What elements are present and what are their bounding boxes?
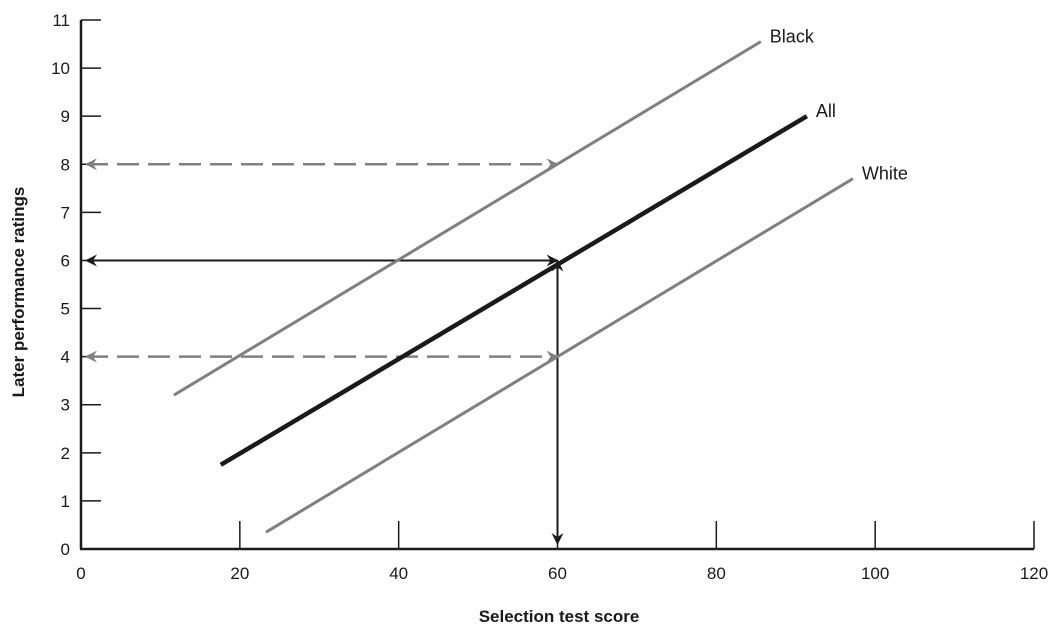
series-label-white: White — [862, 164, 908, 184]
x-tick-label: 40 — [389, 564, 408, 583]
y-tick-label: 2 — [61, 444, 70, 463]
y-tick-label: 11 — [52, 11, 70, 30]
series-line-white — [265, 177, 854, 534]
y-tick-label: 4 — [61, 348, 70, 367]
series-line-all — [219, 114, 809, 467]
x-tick-label: 100 — [861, 564, 889, 583]
y-tick-label: 6 — [61, 251, 70, 270]
x-axis-title: Selection test score — [479, 607, 640, 626]
y-tick-label: 5 — [61, 300, 70, 319]
x-tick-label: 60 — [548, 564, 567, 583]
y-tick-label: 0 — [61, 540, 70, 559]
y-tick-label: 9 — [61, 107, 70, 126]
x-tick-label: 120 — [1020, 564, 1048, 583]
x-tick-label: 0 — [76, 564, 85, 583]
y-tick-label: 7 — [61, 203, 70, 222]
y-tick-label: 8 — [61, 155, 70, 174]
y-axis-title: Later performance ratings — [9, 187, 28, 398]
series-line-black — [173, 40, 762, 397]
y-tick-label: 1 — [61, 492, 70, 511]
series-label-black: Black — [770, 27, 815, 47]
axes-layer — [79, 20, 1034, 551]
arrows-layer — [85, 158, 564, 545]
ticks-layer: 0 1 2 3 4 5 6 7 8 9 10 11 0 20 40 60 80 100 120 — [51, 11, 1048, 583]
series-layer: Black All White — [173, 27, 908, 534]
x-tick-label: 80 — [707, 564, 726, 583]
y-tick-label: 10 — [51, 59, 70, 78]
x-tick-label: 20 — [230, 564, 249, 583]
y-tick-label: 3 — [61, 396, 70, 415]
series-label-all: All — [816, 101, 836, 121]
